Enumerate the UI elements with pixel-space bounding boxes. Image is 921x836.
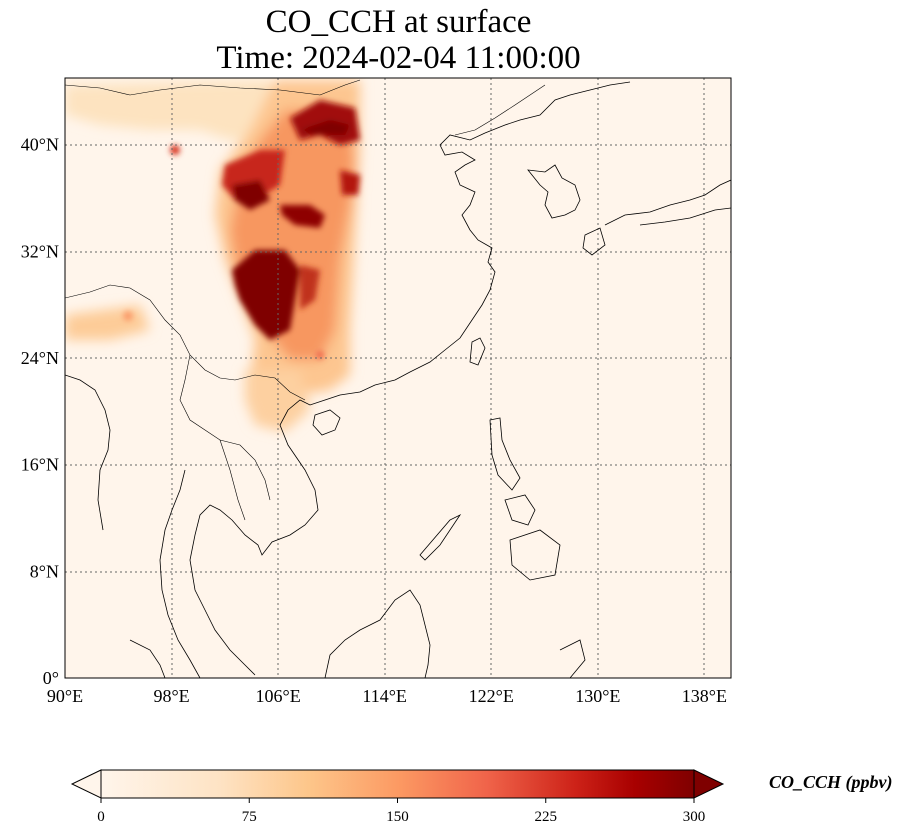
title-line-1: CO_CCH at surface bbox=[265, 4, 532, 40]
lat-tick-label: 24°N bbox=[21, 348, 59, 368]
lat-tick-label: 0° bbox=[43, 668, 59, 688]
plume-high-north-core bbox=[300, 120, 350, 135]
plume-high-middle bbox=[280, 205, 325, 228]
colorbar-label: CO_CCH (ppbv) bbox=[769, 772, 893, 793]
coast-mindanao bbox=[509, 529, 561, 581]
title-line-2: Time: 2024-02-04 11:00:00 bbox=[216, 40, 581, 76]
colorbar-tick-label: 150 bbox=[386, 809, 409, 825]
coast-malay bbox=[159, 469, 201, 678]
coast-japan-honshu bbox=[604, 179, 731, 226]
colorbar-tick-label: 225 bbox=[535, 809, 558, 825]
map-frame bbox=[64, 77, 732, 679]
lat-tick-label: 8°N bbox=[30, 561, 59, 581]
colorbar-tick-label: 0 bbox=[97, 809, 105, 825]
plume-hotspot-south bbox=[316, 351, 324, 359]
colorbar-extend-high bbox=[693, 769, 725, 799]
plume-hotspot-strip bbox=[123, 311, 133, 321]
coast-luzon bbox=[489, 417, 521, 491]
lon-tick-label: 90°E bbox=[47, 686, 83, 706]
colorbar-tick-label: 75 bbox=[242, 809, 257, 825]
colorbar-tick-label: 300 bbox=[683, 809, 706, 825]
lon-tick-label: 106°E bbox=[256, 686, 301, 706]
lon-tick-label: 122°E bbox=[469, 686, 514, 706]
coast-myanmar bbox=[65, 374, 111, 531]
plume-high-east bbox=[340, 170, 360, 195]
lon-tick-label: 138°E bbox=[682, 686, 727, 706]
plume-core-south bbox=[232, 250, 300, 340]
longitude-labels: 90°E 98°E 106°E 114°E 122°E 130°E 138°E bbox=[47, 686, 727, 706]
plume-high-west-core bbox=[232, 180, 270, 210]
gridlines bbox=[65, 78, 731, 678]
latitude-labels: 0° 8°N 16°N 24°N 32°N 40°N bbox=[21, 135, 59, 688]
coastlines bbox=[65, 79, 731, 678]
coast-indochina bbox=[189, 394, 341, 676]
plume-hotspot-west bbox=[170, 145, 180, 155]
colorbar-extend-low bbox=[70, 769, 102, 799]
lat-tick-label: 40°N bbox=[21, 135, 59, 155]
country-borders bbox=[65, 79, 546, 521]
colorbar-ticks: 0 75 150 225 300 bbox=[97, 798, 705, 825]
coast-palawan bbox=[419, 513, 462, 561]
plume-south-lobe bbox=[245, 370, 310, 432]
plume-core-halo bbox=[300, 265, 320, 310]
coast-china bbox=[339, 81, 631, 396]
coast-japan-kyushu bbox=[582, 227, 606, 256]
lon-tick-label: 98°E bbox=[153, 686, 189, 706]
coast-korea bbox=[527, 164, 581, 219]
concentration-field bbox=[65, 80, 360, 432]
lon-tick-label: 114°E bbox=[362, 686, 407, 706]
lat-tick-label: 16°N bbox=[21, 455, 59, 475]
colorbar-gradient bbox=[101, 770, 694, 798]
coast-borneo bbox=[324, 589, 431, 678]
coast-sulawesi bbox=[559, 639, 586, 678]
coast-taiwan bbox=[469, 337, 486, 366]
lon-tick-label: 130°E bbox=[575, 686, 620, 706]
coast-hainan bbox=[312, 409, 341, 436]
lat-tick-label: 32°N bbox=[21, 241, 59, 261]
coast-visayas bbox=[504, 494, 536, 526]
coast-sumatra bbox=[129, 639, 166, 678]
colorbar: 0 75 150 225 300 CO_CCH (ppbv) bbox=[70, 769, 893, 825]
